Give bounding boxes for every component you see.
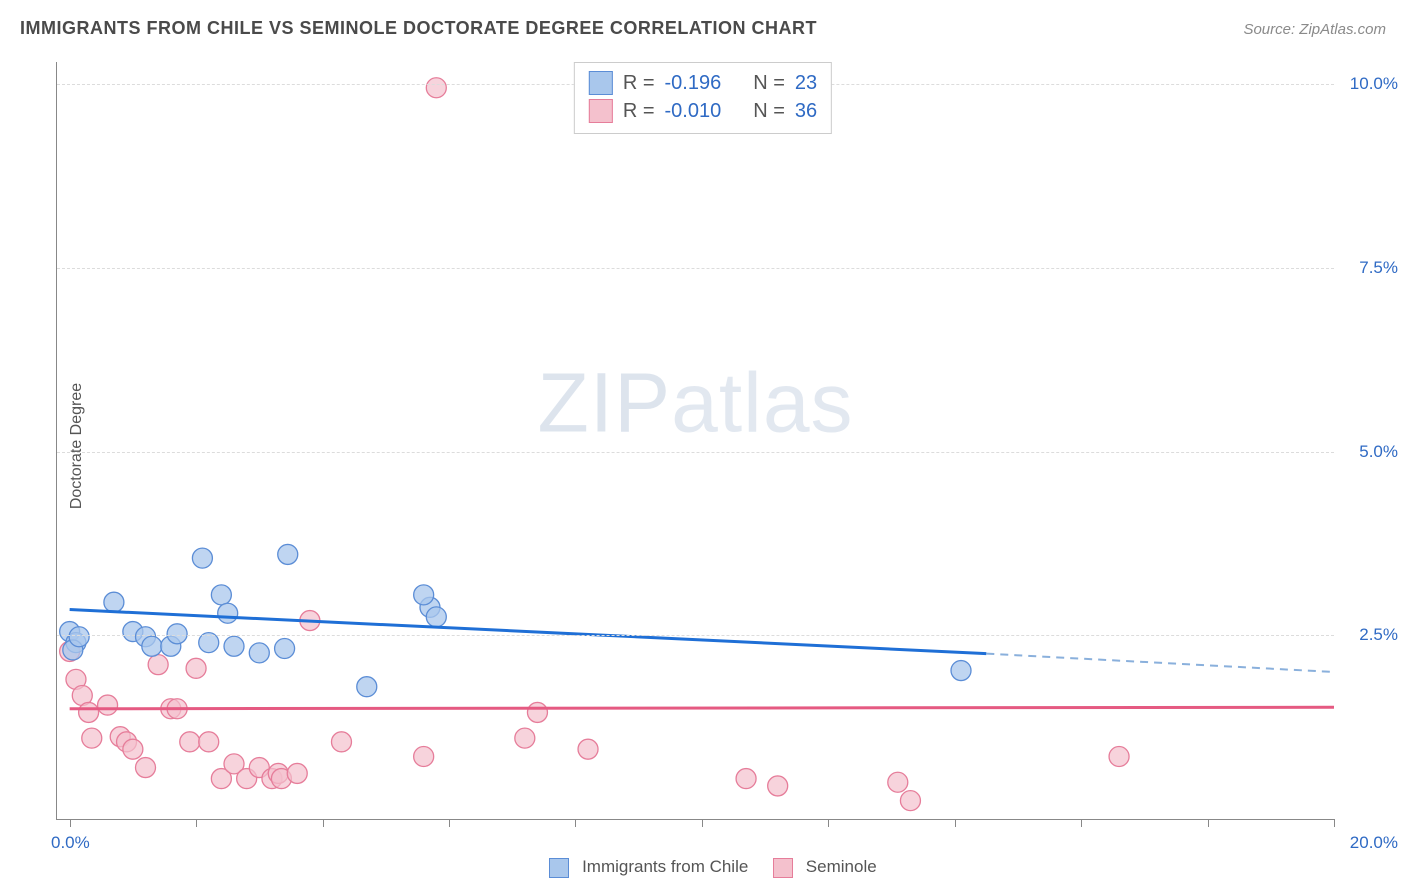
top-stats-legend: R = -0.196 N = 23 R = -0.010 N = 36 (574, 62, 832, 134)
legend-row-chile: R = -0.196 N = 23 (589, 69, 817, 97)
chile-point (224, 636, 244, 656)
seminole-point (414, 747, 434, 767)
seminole-point (82, 728, 102, 748)
n-label: N = (753, 97, 785, 125)
seminole-point (768, 776, 788, 796)
chile-point (357, 677, 377, 697)
seminole-point (79, 702, 99, 722)
legend-row-seminole: R = -0.010 N = 36 (589, 97, 817, 125)
seminole-point (1109, 747, 1129, 767)
chile-point (278, 544, 298, 564)
seminole-point (186, 658, 206, 678)
seminole-point (180, 732, 200, 752)
x-tick (575, 819, 576, 827)
seminole-point (900, 791, 920, 811)
y-tick-label: 10.0% (1350, 74, 1398, 94)
chile-point (426, 607, 446, 627)
chart-title: IMMIGRANTS FROM CHILE VS SEMINOLE DOCTOR… (20, 18, 817, 39)
x-tick (955, 819, 956, 827)
chile-point (69, 627, 89, 647)
seminole-point (123, 739, 143, 759)
seminole-point (578, 739, 598, 759)
grid-line (57, 635, 1334, 636)
r-label: R = (623, 69, 655, 97)
x-tick (1208, 819, 1209, 827)
seminole-point (136, 758, 156, 778)
legend-swatch-chile-bottom (549, 858, 569, 878)
seminole-point (287, 763, 307, 783)
title-bar: IMMIGRANTS FROM CHILE VS SEMINOLE DOCTOR… (20, 18, 1386, 39)
r-value-seminole: -0.010 (665, 97, 722, 125)
grid-line (57, 452, 1334, 453)
plot-svg (57, 62, 1334, 819)
legend-swatch-chile (589, 71, 613, 95)
chile-point (414, 585, 434, 605)
x-tick (196, 819, 197, 827)
r-label: R = (623, 97, 655, 125)
chile-point (192, 548, 212, 568)
seminole-point (527, 702, 547, 722)
x-tick (1334, 819, 1335, 827)
seminole-point (515, 728, 535, 748)
seminole-point (148, 655, 168, 675)
x-tick (702, 819, 703, 827)
n-value-seminole: 36 (795, 97, 817, 125)
legend-swatch-seminole (589, 99, 613, 123)
x-tick (449, 819, 450, 827)
grid-line (57, 268, 1334, 269)
legend-label-seminole: Seminole (806, 857, 877, 876)
seminole-point (331, 732, 351, 752)
chile-point (104, 592, 124, 612)
seminole-point (98, 695, 118, 715)
chart-container: IMMIGRANTS FROM CHILE VS SEMINOLE DOCTOR… (0, 0, 1406, 892)
y-tick-label: 7.5% (1359, 258, 1398, 278)
x-min-label: 0.0% (51, 833, 90, 853)
source-label: Source: ZipAtlas.com (1243, 21, 1386, 38)
chile-point (142, 636, 162, 656)
legend-swatch-seminole-bottom (773, 858, 793, 878)
x-tick (70, 819, 71, 827)
chile-point (167, 624, 187, 644)
x-tick (1081, 819, 1082, 827)
chile-point (218, 603, 238, 623)
seminole-point (736, 769, 756, 789)
seminole-point (199, 732, 219, 752)
chile-point (951, 661, 971, 681)
x-tick (828, 819, 829, 827)
r-value-chile: -0.196 (665, 69, 722, 97)
chile-point (275, 638, 295, 658)
chile-point (249, 643, 269, 663)
plot-area: ZIPatlas 0.0% 20.0% 2.5%5.0%7.5%10.0% (56, 62, 1334, 820)
n-label: N = (753, 69, 785, 97)
seminole-point (426, 78, 446, 98)
bottom-legend: Immigrants from Chile Seminole (0, 857, 1406, 878)
y-tick-label: 2.5% (1359, 625, 1398, 645)
seminole-point (888, 772, 908, 792)
chile-point (211, 585, 231, 605)
chile-trend-dash (986, 654, 1334, 672)
x-tick (323, 819, 324, 827)
y-tick-label: 5.0% (1359, 442, 1398, 462)
legend-label-chile: Immigrants from Chile (582, 857, 748, 876)
n-value-chile: 23 (795, 69, 817, 97)
x-max-label: 20.0% (1350, 833, 1398, 853)
seminole-trend-line (70, 707, 1334, 708)
